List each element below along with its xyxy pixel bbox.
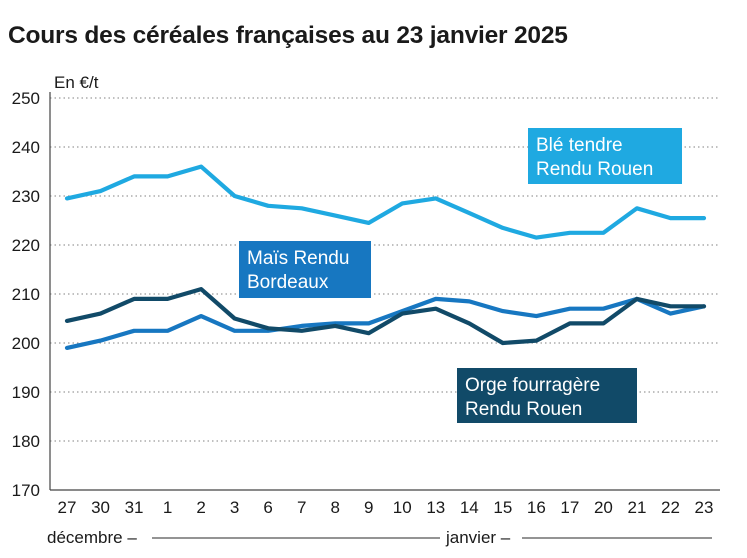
x-tick-label: 13 [426,498,445,517]
series-line-1 [64,296,707,350]
series-label-text: Rendu Rouen [536,159,653,180]
y-tick-label: 190 [12,383,40,402]
x-tick-labels: 27 30 31 1 2 3 6 7 8 9 10 13 14 15 16 17 20 21 22 23 [58,498,714,517]
y-axis-unit: En €/t [54,73,99,92]
x-tick-label: 1 [163,498,172,517]
x-tick-label: 7 [297,498,306,517]
y-tick-label: 250 [12,89,40,108]
x-tick-label: 9 [364,498,373,517]
series-label-box-0 [528,128,682,184]
x-tick-label: 31 [125,498,144,517]
month-label-december: décembre – [47,528,137,547]
series-label-text: Rendu Rouen [465,399,582,420]
y-tick-label: 240 [12,138,40,157]
y-tick-label: 210 [12,285,40,304]
axes: En €/t [49,73,720,491]
x-tick-label: 20 [594,498,613,517]
x-tick-label: 16 [527,498,546,517]
y-tick-label: 170 [12,481,40,500]
y-tick-label: 180 [12,432,40,451]
y-tick-label: 220 [12,236,40,255]
series-label-box-1 [239,241,371,298]
x-tick-label: 10 [393,498,412,517]
y-tick-label: 200 [12,334,40,353]
series-label-text: Maïs Rendu [247,248,349,269]
series-line-2 [64,287,707,346]
x-tick-label: 2 [196,498,205,517]
x-tick-label: 8 [330,498,339,517]
y-tick-label: 230 [12,187,40,206]
series-labels: Blé tendre Rendu Rouen Maïs Rendu Bordeaux O… [239,128,682,423]
x-tick-label: 27 [58,498,77,517]
y-tick-labels: 170 180 190 200 210 220 230 240 250 [12,89,40,500]
month-label-january: janvier – [445,528,511,547]
x-tick-label: 30 [91,498,110,517]
chart-title: Cours des céréales françaises au 23 janv… [8,22,568,49]
x-tick-label: 22 [661,498,680,517]
month-axis: décembre – janvier – [47,528,712,547]
series-label-text: Bordeaux [247,272,329,293]
series-label-box-2 [457,368,637,423]
series-label-text: Blé tendre [536,135,623,156]
x-tick-label: 21 [627,498,646,517]
x-tick-label: 3 [230,498,239,517]
series-line-0 [64,164,707,240]
x-tick-label: 15 [493,498,512,517]
x-tick-label: 6 [263,498,272,517]
x-tick-label: 23 [695,498,714,517]
series-lines [64,164,707,350]
x-tick-label: 14 [460,498,479,517]
series-label-text: Orge fourragère [465,375,600,396]
x-tick-label: 17 [560,498,579,517]
